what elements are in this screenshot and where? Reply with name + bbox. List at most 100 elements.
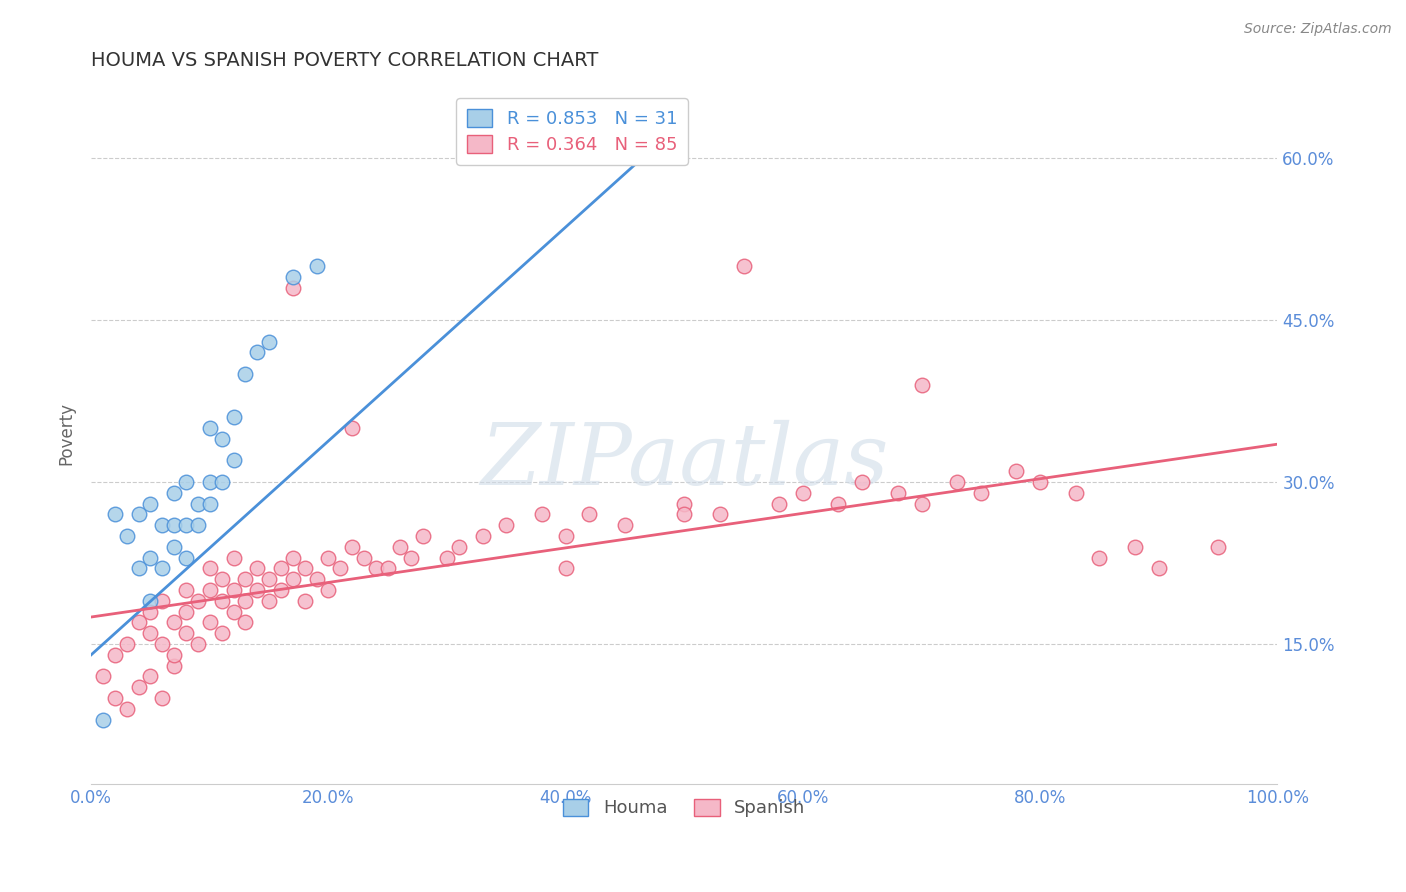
Point	[709, 508, 731, 522]
Point	[733, 259, 755, 273]
Point	[388, 540, 411, 554]
Point	[163, 540, 186, 554]
Point	[198, 421, 221, 435]
Point	[163, 518, 186, 533]
Point	[139, 605, 162, 619]
Point	[198, 582, 221, 597]
Point	[211, 626, 233, 640]
Point	[578, 508, 600, 522]
Point	[174, 626, 197, 640]
Point	[364, 561, 387, 575]
Point	[174, 550, 197, 565]
Point	[187, 594, 209, 608]
Point	[353, 550, 375, 565]
Point	[471, 529, 494, 543]
Point	[329, 561, 352, 575]
Point	[294, 561, 316, 575]
Point	[281, 550, 304, 565]
Point	[211, 432, 233, 446]
Point	[257, 334, 280, 349]
Point	[1064, 485, 1087, 500]
Point	[270, 582, 292, 597]
Point	[246, 561, 269, 575]
Point	[377, 561, 399, 575]
Point	[187, 518, 209, 533]
Point	[128, 680, 150, 694]
Point	[827, 497, 849, 511]
Point	[198, 615, 221, 630]
Point	[887, 485, 910, 500]
Point	[150, 561, 173, 575]
Point	[104, 508, 127, 522]
Point	[139, 497, 162, 511]
Point	[436, 550, 458, 565]
Point	[281, 280, 304, 294]
Point	[174, 518, 197, 533]
Point	[1005, 464, 1028, 478]
Point	[851, 475, 873, 489]
Point	[650, 129, 672, 144]
Point	[401, 550, 423, 565]
Point	[115, 702, 138, 716]
Point	[104, 648, 127, 662]
Point	[91, 669, 114, 683]
Point	[128, 508, 150, 522]
Point	[613, 518, 636, 533]
Point	[222, 453, 245, 467]
Point	[1088, 550, 1111, 565]
Point	[211, 572, 233, 586]
Point	[139, 550, 162, 565]
Point	[257, 572, 280, 586]
Point	[235, 594, 257, 608]
Point	[198, 561, 221, 575]
Point	[318, 582, 340, 597]
Point	[294, 594, 316, 608]
Point	[673, 508, 696, 522]
Point	[174, 475, 197, 489]
Point	[305, 572, 328, 586]
Point	[495, 518, 517, 533]
Point	[187, 497, 209, 511]
Point	[222, 550, 245, 565]
Text: HOUMA VS SPANISH POVERTY CORRELATION CHART: HOUMA VS SPANISH POVERTY CORRELATION CHA…	[91, 51, 599, 70]
Point	[187, 637, 209, 651]
Point	[150, 518, 173, 533]
Point	[1123, 540, 1146, 554]
Legend: Houma, Spanish: Houma, Spanish	[555, 791, 813, 824]
Point	[198, 475, 221, 489]
Point	[910, 377, 932, 392]
Point	[139, 669, 162, 683]
Point	[174, 605, 197, 619]
Point	[222, 605, 245, 619]
Point	[910, 497, 932, 511]
Point	[1147, 561, 1170, 575]
Point	[139, 626, 162, 640]
Point	[174, 582, 197, 597]
Point	[246, 582, 269, 597]
Point	[163, 658, 186, 673]
Point	[318, 550, 340, 565]
Point	[104, 691, 127, 706]
Y-axis label: Poverty: Poverty	[58, 402, 75, 465]
Point	[554, 561, 576, 575]
Point	[447, 540, 470, 554]
Point	[115, 637, 138, 651]
Point	[246, 345, 269, 359]
Point	[946, 475, 969, 489]
Point	[139, 594, 162, 608]
Point	[1029, 475, 1052, 489]
Point	[673, 497, 696, 511]
Point	[270, 561, 292, 575]
Text: ZIPaatlas: ZIPaatlas	[479, 420, 889, 503]
Point	[150, 691, 173, 706]
Point	[1206, 540, 1229, 554]
Point	[198, 497, 221, 511]
Point	[340, 540, 363, 554]
Point	[150, 594, 173, 608]
Point	[554, 529, 576, 543]
Point	[128, 561, 150, 575]
Point	[970, 485, 993, 500]
Point	[281, 269, 304, 284]
Point	[305, 259, 328, 273]
Point	[235, 367, 257, 381]
